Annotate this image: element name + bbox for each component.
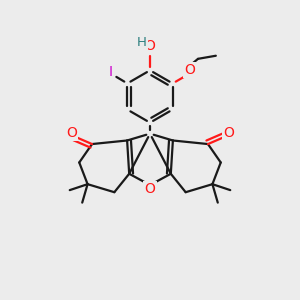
Text: O: O xyxy=(145,182,155,196)
Text: H: H xyxy=(137,36,147,49)
Text: O: O xyxy=(145,39,155,53)
Text: I: I xyxy=(108,65,112,80)
Text: O: O xyxy=(223,126,234,140)
Text: O: O xyxy=(184,63,195,77)
Text: O: O xyxy=(66,126,77,140)
